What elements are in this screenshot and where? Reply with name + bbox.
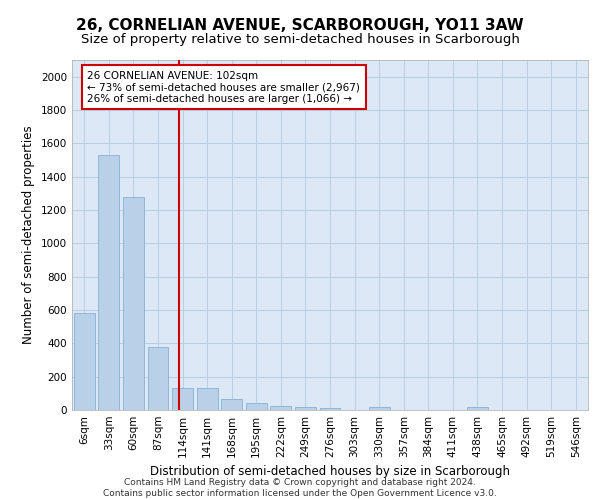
Text: Size of property relative to semi-detached houses in Scarborough: Size of property relative to semi-detach… [80, 32, 520, 46]
Bar [271, 406, 292, 410]
Bar [197, 388, 218, 410]
Bar [295, 407, 316, 410]
Bar [172, 388, 193, 410]
Bar [98, 155, 119, 410]
X-axis label: Distribution of semi-detached houses by size in Scarborough: Distribution of semi-detached houses by … [150, 466, 510, 478]
Bar [320, 408, 340, 410]
Bar [246, 404, 267, 410]
Text: 26 CORNELIAN AVENUE: 102sqm
← 73% of semi-detached houses are smaller (2,967)
26: 26 CORNELIAN AVENUE: 102sqm ← 73% of sem… [88, 70, 361, 104]
Text: 26, CORNELIAN AVENUE, SCARBOROUGH, YO11 3AW: 26, CORNELIAN AVENUE, SCARBOROUGH, YO11 … [76, 18, 524, 32]
Bar [148, 346, 169, 410]
Text: Contains HM Land Registry data © Crown copyright and database right 2024.
Contai: Contains HM Land Registry data © Crown c… [103, 478, 497, 498]
Bar [467, 407, 488, 410]
Bar [123, 196, 144, 410]
Bar [221, 399, 242, 410]
Bar [368, 407, 389, 410]
Bar [74, 314, 95, 410]
Y-axis label: Number of semi-detached properties: Number of semi-detached properties [22, 126, 35, 344]
